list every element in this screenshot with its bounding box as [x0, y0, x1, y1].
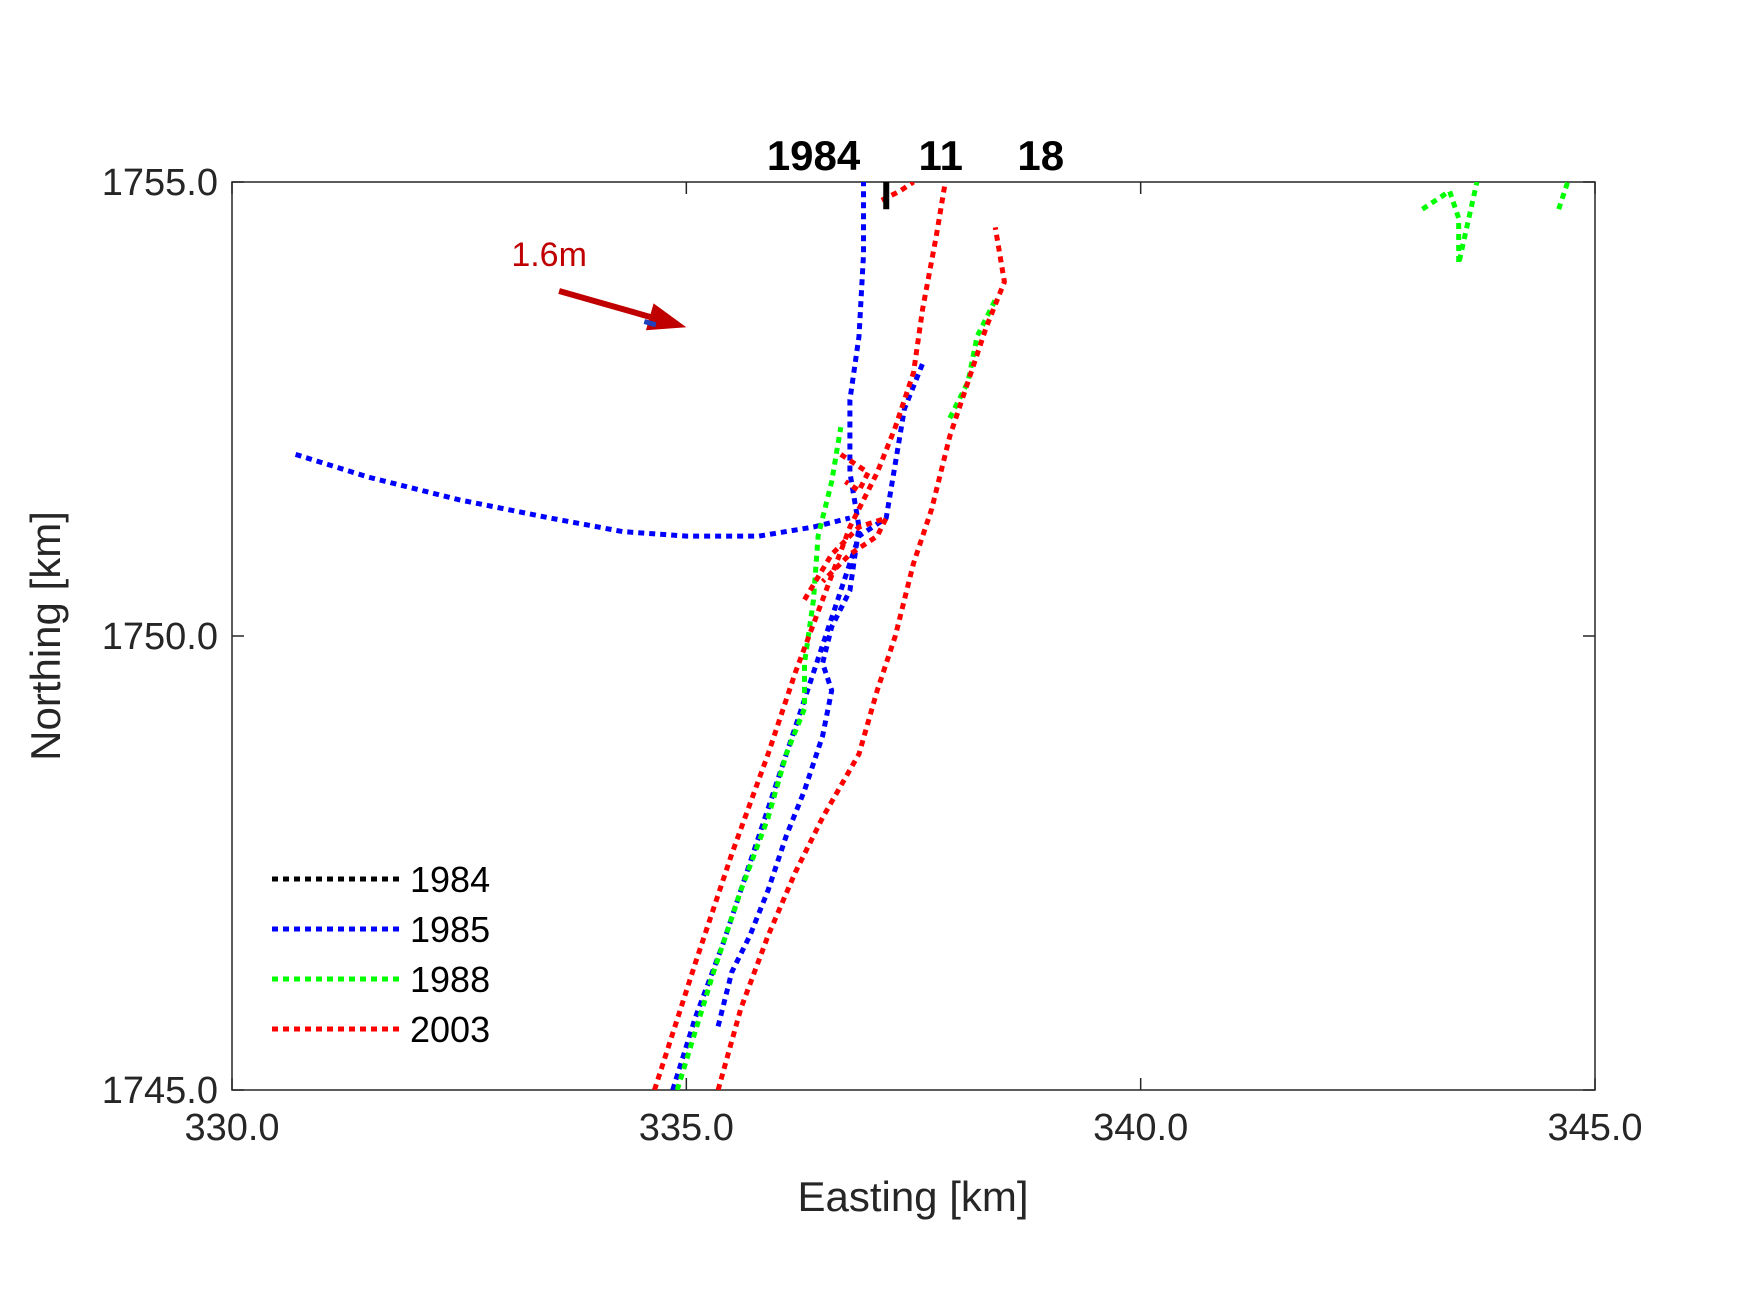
y-tick-label: 1755.0: [102, 162, 218, 204]
arrow-annotation: 1.6m: [511, 236, 687, 331]
top-label: 11: [919, 132, 963, 179]
legend-label-2003: 2003: [410, 1009, 490, 1050]
series-line-2003-0: [652, 182, 948, 1090]
y-tick-label: 1745.0: [102, 1070, 218, 1112]
arrow-label: 1.6m: [511, 236, 587, 274]
x-tick-label: 335.0: [639, 1107, 734, 1149]
y-tick-label: 1750.0: [102, 616, 218, 658]
legend-label-1985: 1985: [410, 909, 490, 950]
series-line-2003-3: [839, 452, 871, 494]
x-tick-label: 330.0: [184, 1107, 279, 1149]
top-label-layer: 1984 11 18: [767, 132, 1064, 179]
top-label: 1984: [767, 132, 861, 179]
series-line-1988-0: [674, 426, 844, 1090]
x-axis-label: Easting [km]: [797, 1173, 1028, 1220]
series-clip-group: [294, 182, 1571, 1090]
legend-label-1988: 1988: [410, 959, 490, 1000]
legend-label-1984: 1984: [410, 859, 490, 900]
arrow-head-accent: [643, 319, 657, 328]
series-line-1988-2: [1421, 182, 1480, 267]
series-line-2003-1: [715, 226, 1007, 1090]
x-tick-label: 340.0: [1093, 1107, 1188, 1149]
series-line-1985-2: [294, 452, 851, 539]
legend: 1984 1985 1988 2003: [272, 859, 490, 1050]
plot-area: [231, 181, 1596, 1091]
y-axis-label: Northing [km]: [22, 511, 69, 761]
series-line-1985-1: [715, 182, 866, 1028]
series-line-1988-3: [1556, 182, 1571, 210]
x-tick-label: 345.0: [1547, 1107, 1642, 1149]
tick-layer: 330.0 335.0 340.0 345.0 1745.0 1750.0 1755.0: [102, 162, 1643, 1149]
series-layer: [294, 182, 1571, 1090]
top-label: 18: [1017, 132, 1064, 179]
series-line-1985-0: [670, 362, 925, 1090]
arrow-shaft: [558, 288, 651, 320]
